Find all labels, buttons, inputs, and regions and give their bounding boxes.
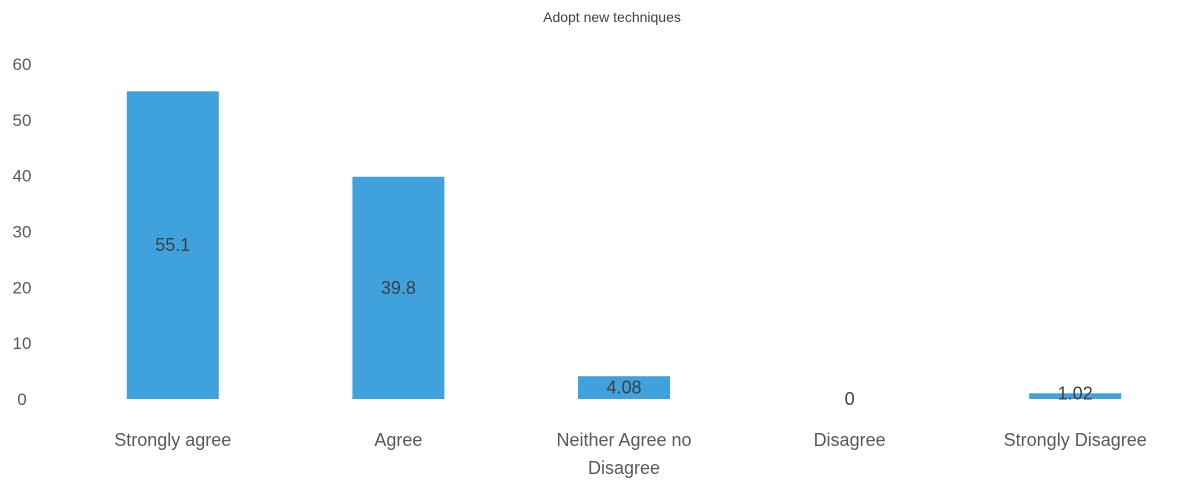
data-label: 39.8 [381,278,416,298]
bar [126,91,219,399]
category-label: Neither Agree no [556,430,691,450]
y-tick-label: 30 [13,223,32,242]
y-tick-label: 10 [13,334,32,353]
data-label: 55.1 [155,235,190,255]
category-label: Agree [374,430,422,450]
y-tick-label: 40 [13,167,32,186]
bar [1029,393,1122,399]
category-label: Disagree [588,458,660,478]
x-axis: Strongly agree Agree Neither Agree no Disag… [114,430,1146,478]
bar [352,176,445,399]
data-label: 1.02 [1058,383,1093,403]
y-tick-label: 50 [13,111,32,130]
data-labels: 55.1 39.8 4.08 0 1.02 [155,235,1092,409]
category-label: Disagree [814,430,886,450]
category-label: Strongly agree [114,430,231,450]
y-tick-label: 20 [13,278,32,297]
bar [578,376,670,399]
category-label: Strongly Disagree [1004,430,1147,450]
y-tick-label: 0 [17,390,26,409]
data-label: 0 [845,389,855,409]
y-axis: 0 10 20 30 40 50 60 [13,55,32,409]
data-label: 4.08 [606,378,641,398]
chart-title: Adopt new techniques [543,9,681,25]
bars [126,91,1122,399]
y-tick-label: 60 [13,55,32,74]
